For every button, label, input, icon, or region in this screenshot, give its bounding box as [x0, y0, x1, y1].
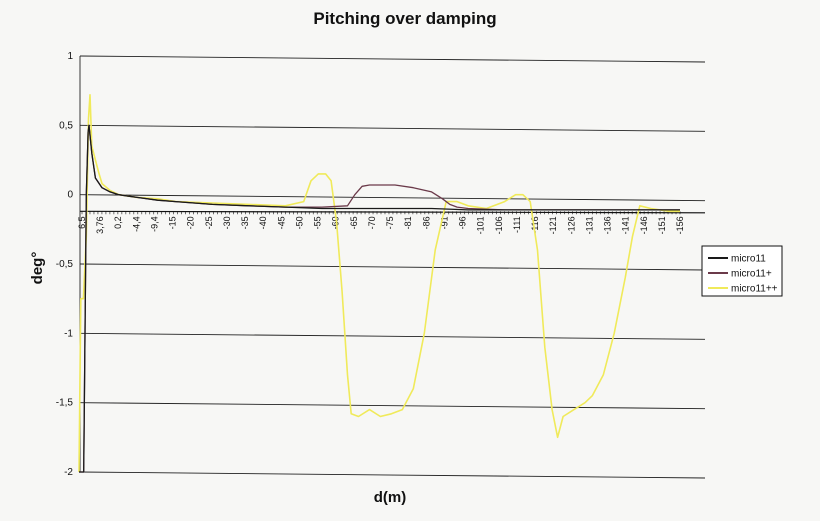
grid-line — [79, 471, 706, 479]
x-tick-label: 6,5 — [77, 216, 87, 229]
y-tick-label: -1,5 — [56, 398, 74, 409]
x-tick-label: -86 — [421, 216, 431, 229]
x-tick-label: -4,4 — [131, 216, 141, 232]
x-tick-label: -81 — [403, 216, 413, 229]
x-axis-line — [79, 210, 706, 214]
x-tick-label: -40 — [258, 216, 268, 229]
x-tick-label: -131 — [584, 216, 594, 234]
y-tick-label: 1 — [67, 51, 73, 62]
x-tick-label: -30 — [222, 216, 232, 229]
legend-label: micro11 — [731, 254, 766, 265]
x-tick-label: -91 — [439, 216, 449, 229]
series-line-micro11+ — [79, 124, 680, 473]
x-axis-title: d(m) — [374, 489, 407, 506]
x-tick-label: -25 — [204, 216, 214, 229]
x-tick-label: -106 — [494, 216, 504, 234]
x-tick-label: 0,2 — [113, 216, 123, 229]
grid-line — [79, 402, 706, 410]
x-tick-label: 3,76 — [95, 216, 105, 234]
x-tick-label: -141 — [621, 216, 631, 234]
y-tick-label: -2 — [64, 467, 73, 478]
x-tick-label: -50 — [294, 216, 304, 229]
x-tick-label: -75 — [385, 216, 395, 229]
x-tick-label: -101 — [476, 216, 486, 234]
x-tick-label: -151 — [657, 216, 667, 234]
grid-line — [79, 194, 706, 202]
grid-line — [79, 124, 706, 132]
y-tick-labels: 1 0,5 0 -0,5 -1 -1,5 -2 — [56, 51, 74, 478]
series-line-micro11 — [79, 124, 680, 473]
chart-title: Pitching over damping — [313, 9, 496, 28]
y-tick-label: -0,5 — [56, 259, 74, 270]
x-tick-label: -116 — [530, 216, 540, 233]
x-tick-label: -20 — [186, 216, 196, 229]
x-tick-label: -121 — [548, 216, 558, 234]
grid-line — [79, 55, 706, 63]
legend-label: micro11+ — [731, 269, 772, 280]
series-line-micro11++ — [78, 94, 680, 473]
x-tick-label: -156 — [675, 216, 685, 234]
x-tick-label: -126 — [566, 216, 576, 234]
x-tick-label: -45 — [276, 216, 286, 229]
y-axis-title: deg° — [29, 252, 46, 285]
x-tick-label: -70 — [367, 216, 377, 229]
grid-line — [79, 263, 706, 271]
x-tick-label: -146 — [639, 216, 649, 234]
x-axis: 6,5 3,76 0,2 -4,4 -9,4 -15 -20 -25 -30 -35 -40 -45-… — [77, 210, 706, 234]
y-tick-label: 0,5 — [59, 120, 73, 131]
x-tick-label: -136 — [603, 216, 613, 234]
grid-line — [79, 332, 706, 340]
series-lines — [78, 94, 680, 473]
y-tick-label: 0 — [67, 190, 73, 201]
y-tick-label: -1 — [64, 328, 73, 339]
x-tick-label: -96 — [458, 216, 468, 229]
grid-lines — [79, 55, 706, 479]
x-tick-label: -9,4 — [149, 216, 159, 232]
x-tick-label: -15 — [168, 216, 178, 229]
x-tick-label: -65 — [349, 216, 359, 229]
legend-label: micro11++ — [731, 284, 778, 295]
legend: micro11 micro11+ micro11++ — [701, 245, 783, 297]
x-tick-label: -35 — [240, 216, 250, 229]
x-tick-label: -55 — [313, 216, 323, 229]
x-tick-label: -111 — [512, 216, 522, 233]
x-tick-label: -60 — [331, 216, 341, 229]
